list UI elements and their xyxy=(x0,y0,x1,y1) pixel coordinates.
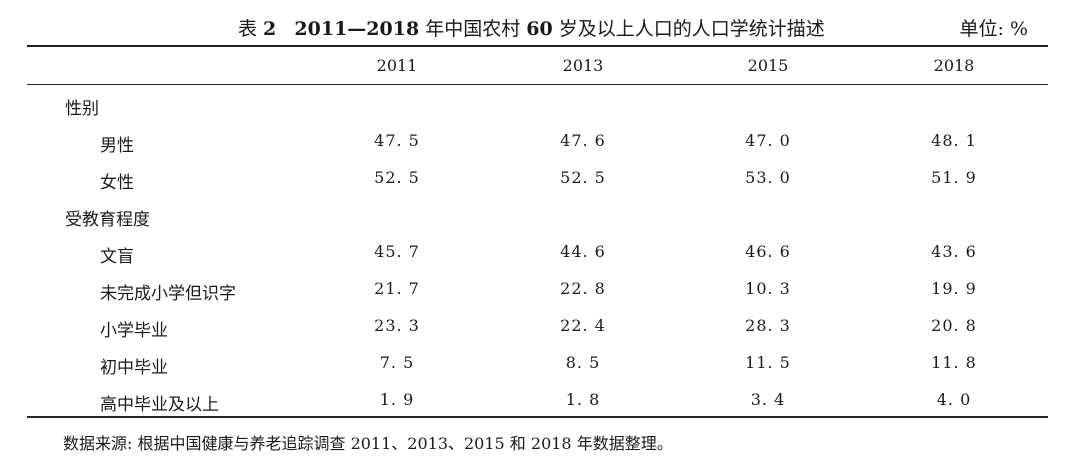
table-row: 未完成小学但识字 21. 7 22. 8 10. 3 19. 9 xyxy=(27,275,1048,305)
table-caption: 表 2 2011—2018 年中国农村 60 岁及以上人口的人口学统计描述 xyxy=(238,14,825,41)
table-row: 小学毕业 23. 3 22. 4 28. 3 20. 8 xyxy=(27,312,1048,342)
table-cell: 53. 0 xyxy=(745,168,791,187)
table-row-group: 受教育程度 xyxy=(27,201,1048,231)
table-cell: 11. 8 xyxy=(931,353,977,372)
table-row: 女性 52. 5 52. 5 53. 0 51. 9 xyxy=(27,164,1048,194)
table-cell: 46. 6 xyxy=(745,242,791,261)
table-cell: 47. 6 xyxy=(560,131,606,150)
table-row-group: 性别 xyxy=(27,90,1048,120)
table-cell: 43. 6 xyxy=(931,242,977,261)
table-row: 高中毕业及以上 1. 9 1. 8 3. 4 4. 0 xyxy=(27,386,1048,416)
table-header-row: 2011 2013 2015 2018 xyxy=(27,52,1048,82)
column-header: 2018 xyxy=(933,56,975,75)
table-cell: 47. 5 xyxy=(374,131,420,150)
header-rule xyxy=(27,84,1048,85)
bottom-rule xyxy=(27,416,1048,418)
table-cell: 19. 9 xyxy=(931,279,977,298)
table-cell: 8. 5 xyxy=(565,353,601,372)
table-cell: 4. 0 xyxy=(936,390,972,409)
table-row: 初中毕业 7. 5 8. 5 11. 5 11. 8 xyxy=(27,349,1048,379)
row-label: 未完成小学但识字 xyxy=(100,284,236,304)
caption-age: 60 xyxy=(526,18,553,40)
table-cell: 52. 5 xyxy=(560,168,606,187)
row-label: 受教育程度 xyxy=(65,210,150,230)
table-row: 文盲 45. 7 44. 6 46. 6 43. 6 xyxy=(27,238,1048,268)
caption-number: 2 xyxy=(263,18,277,40)
caption-mid: 年中国农村 xyxy=(419,18,527,40)
row-label: 女性 xyxy=(100,173,134,193)
table-cell: 11. 5 xyxy=(745,353,791,372)
row-label: 男性 xyxy=(100,136,134,156)
row-label: 文盲 xyxy=(100,247,134,267)
table-cell: 20. 8 xyxy=(931,316,977,335)
table-row: 男性 47. 5 47. 6 47. 0 48. 1 xyxy=(27,127,1048,157)
row-label: 高中毕业及以上 xyxy=(100,395,219,415)
top-rule xyxy=(27,45,1048,47)
column-header: 2011 xyxy=(376,56,418,75)
table-cell: 21. 7 xyxy=(374,279,420,298)
table-cell: 47. 0 xyxy=(745,131,791,150)
table-caption-row: 表 2 2011—2018 年中国农村 60 岁及以上人口的人口学统计描述 单位… xyxy=(0,10,1080,44)
table-cell: 52. 5 xyxy=(374,168,420,187)
table-cell: 1. 8 xyxy=(565,390,601,409)
table-cell: 1. 9 xyxy=(379,390,415,409)
table-cell: 45. 7 xyxy=(374,242,420,261)
table-cell: 22. 4 xyxy=(560,316,606,335)
caption-prefix: 表 xyxy=(238,18,264,40)
table-cell: 22. 8 xyxy=(560,279,606,298)
table-cell: 23. 3 xyxy=(374,316,420,335)
source-note: 数据来源: 根据中国健康与养老追踪调查 2011、2013、2015 和 201… xyxy=(63,434,673,453)
table-cell: 7. 5 xyxy=(379,353,415,372)
table-cell: 44. 6 xyxy=(560,242,606,261)
row-label: 小学毕业 xyxy=(100,321,168,341)
table-cell: 10. 3 xyxy=(745,279,791,298)
row-label: 性别 xyxy=(65,99,99,119)
table-cell: 3. 4 xyxy=(750,390,786,409)
table-cell: 28. 3 xyxy=(745,316,791,335)
table-cell: 51. 9 xyxy=(931,168,977,187)
column-header: 2013 xyxy=(562,56,604,75)
unit-label: 单位: % xyxy=(959,18,1029,40)
caption-suffix: 岁及以上人口的人口学统计描述 xyxy=(552,18,825,40)
column-header: 2015 xyxy=(747,56,789,75)
table-cell: 48. 1 xyxy=(931,131,977,150)
row-label: 初中毕业 xyxy=(100,358,168,378)
caption-years: 2011—2018 xyxy=(294,18,420,40)
